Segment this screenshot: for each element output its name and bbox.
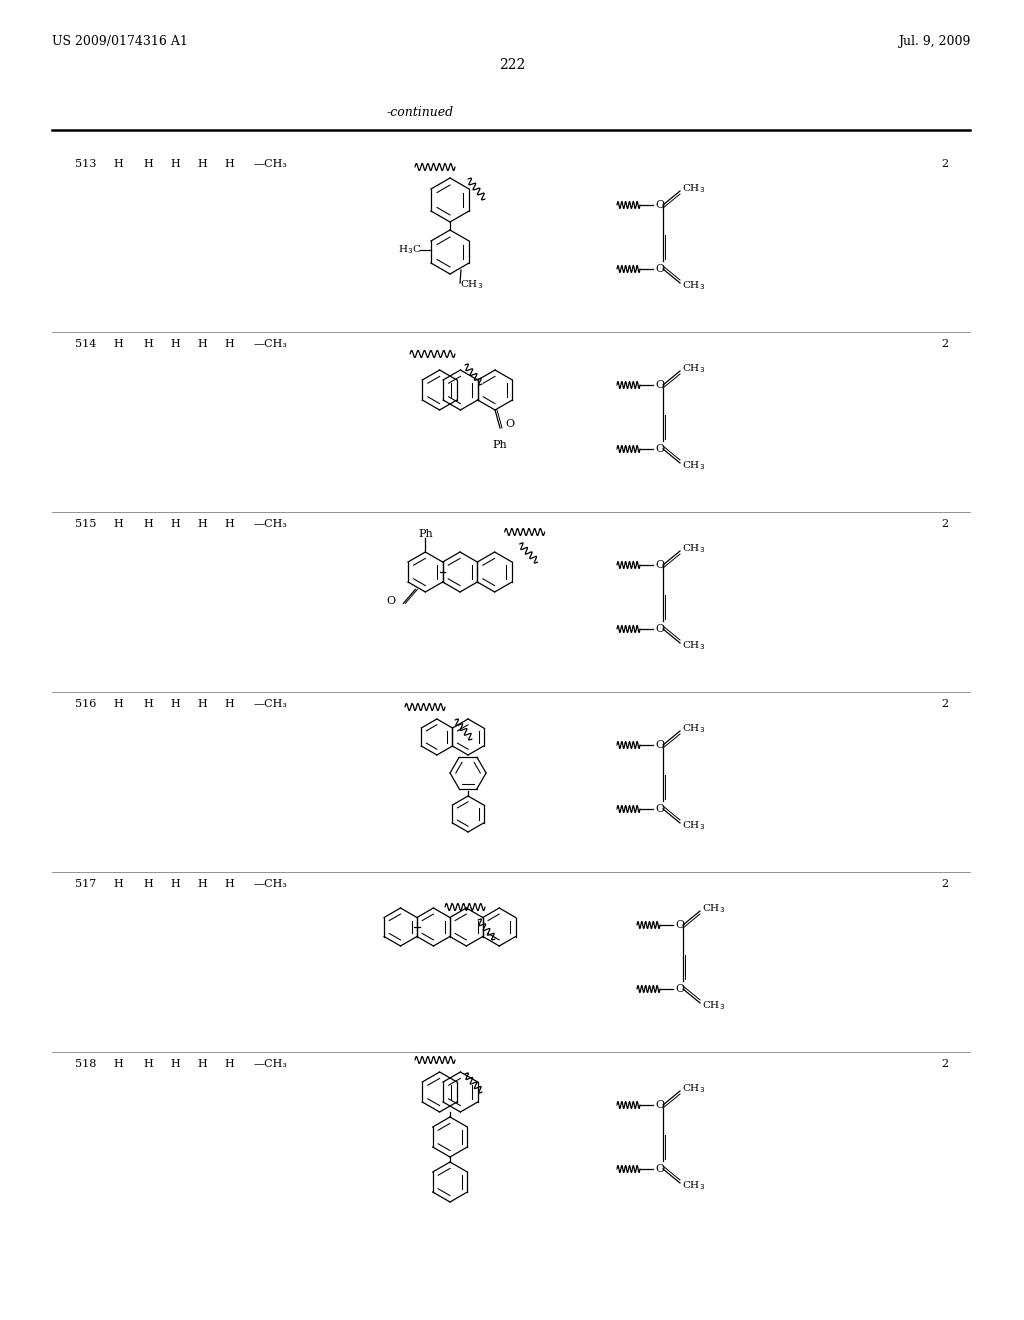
Text: CH$_3$: CH$_3$ [460, 279, 483, 292]
Text: H: H [170, 339, 180, 348]
Text: CH$_3$: CH$_3$ [702, 903, 725, 915]
Text: H: H [198, 700, 207, 709]
Text: Ph: Ph [493, 440, 508, 450]
Text: 2: 2 [941, 700, 948, 709]
Text: —CH₃: —CH₃ [253, 1059, 287, 1069]
Text: H: H [143, 1059, 153, 1069]
Text: CH$_3$: CH$_3$ [682, 1180, 706, 1192]
Text: H: H [143, 700, 153, 709]
Text: 2: 2 [941, 519, 948, 529]
Text: H: H [170, 700, 180, 709]
Text: H: H [198, 519, 207, 529]
Text: -continued: -continued [386, 106, 454, 119]
Text: O: O [655, 1100, 665, 1110]
Text: H: H [224, 1059, 233, 1069]
Text: O: O [655, 1164, 665, 1173]
Text: H: H [143, 519, 153, 529]
Text: H$_3$C: H$_3$C [398, 244, 422, 256]
Text: H: H [224, 519, 233, 529]
Text: —CH₃: —CH₃ [253, 700, 287, 709]
Text: H: H [198, 339, 207, 348]
Text: O: O [655, 741, 665, 750]
Text: O: O [675, 983, 684, 994]
Text: O: O [655, 624, 665, 634]
Text: CH$_3$: CH$_3$ [702, 999, 725, 1012]
Text: H: H [113, 879, 123, 888]
Text: H: H [224, 339, 233, 348]
Text: 513: 513 [75, 158, 96, 169]
Text: O: O [655, 380, 665, 389]
Text: —CH₃: —CH₃ [253, 158, 287, 169]
Text: —CH₃: —CH₃ [253, 339, 287, 348]
Text: H: H [170, 879, 180, 888]
Text: Jul. 9, 2009: Jul. 9, 2009 [898, 36, 970, 49]
Text: H: H [143, 158, 153, 169]
Text: O: O [655, 444, 665, 454]
Text: 518: 518 [75, 1059, 96, 1069]
Text: H: H [113, 1059, 123, 1069]
Text: O: O [505, 418, 514, 429]
Text: H: H [170, 158, 180, 169]
Text: H: H [143, 879, 153, 888]
Text: O: O [386, 597, 395, 606]
Text: H: H [113, 519, 123, 529]
Text: CH$_3$: CH$_3$ [682, 543, 706, 556]
Text: H: H [198, 1059, 207, 1069]
Text: O: O [655, 560, 665, 570]
Text: CH$_3$: CH$_3$ [682, 363, 706, 375]
Text: O: O [655, 201, 665, 210]
Text: O: O [655, 804, 665, 814]
Text: —CH₃: —CH₃ [253, 519, 287, 529]
Text: CH$_3$: CH$_3$ [682, 1082, 706, 1096]
Text: H: H [113, 158, 123, 169]
Text: CH$_3$: CH$_3$ [682, 722, 706, 735]
Text: —CH₃: —CH₃ [253, 879, 287, 888]
Text: 517: 517 [75, 879, 96, 888]
Text: H: H [224, 700, 233, 709]
Text: 222: 222 [499, 58, 525, 73]
Text: 2: 2 [941, 339, 948, 348]
Text: CH$_3$: CH$_3$ [682, 280, 706, 293]
Text: 514: 514 [75, 339, 96, 348]
Text: 2: 2 [941, 1059, 948, 1069]
Text: CH$_3$: CH$_3$ [682, 459, 706, 473]
Text: CH$_3$: CH$_3$ [682, 182, 706, 195]
Text: H: H [198, 879, 207, 888]
Text: H: H [113, 339, 123, 348]
Text: H: H [170, 1059, 180, 1069]
Text: H: H [198, 158, 207, 169]
Text: H: H [143, 339, 153, 348]
Text: US 2009/0174316 A1: US 2009/0174316 A1 [52, 36, 187, 49]
Text: O: O [675, 920, 684, 931]
Text: 2: 2 [941, 879, 948, 888]
Text: H: H [224, 879, 233, 888]
Text: 2: 2 [941, 158, 948, 169]
Text: H: H [113, 700, 123, 709]
Text: H: H [224, 158, 233, 169]
Text: CH$_3$: CH$_3$ [682, 640, 706, 652]
Text: O: O [655, 264, 665, 275]
Text: 516: 516 [75, 700, 96, 709]
Text: 515: 515 [75, 519, 96, 529]
Text: Ph: Ph [418, 529, 433, 539]
Text: H: H [170, 519, 180, 529]
Text: CH$_3$: CH$_3$ [682, 820, 706, 833]
